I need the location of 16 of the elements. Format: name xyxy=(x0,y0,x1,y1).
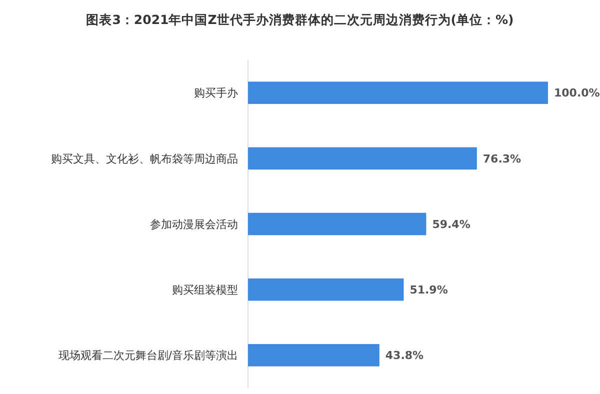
y-tick-label: 购买文具、文化衫、帆布袋等周边商品 xyxy=(51,152,238,166)
bar xyxy=(248,278,404,301)
data-label: 76.3% xyxy=(482,152,522,166)
data-label: 43.8% xyxy=(385,349,424,362)
chart-title: 图表3：2021年中国Z世代手办消费群体的二次元周边消费行为(单位：%) xyxy=(86,12,514,27)
bar xyxy=(248,212,426,236)
bar xyxy=(248,147,477,170)
y-tick-label: 购买组装模型 xyxy=(172,283,238,296)
data-label: 51.9% xyxy=(410,283,448,296)
y-tick-label: 参加动漫展会活动 xyxy=(150,218,238,231)
data-label: 59.4% xyxy=(432,218,470,231)
bar xyxy=(248,82,548,104)
y-tick-label: 现场观看二次元舞台剧/音乐剧等演出 xyxy=(58,349,238,362)
y-tick-label: 购买手办 xyxy=(194,86,238,100)
bar xyxy=(248,344,380,366)
data-label: 100.0% xyxy=(554,86,600,100)
